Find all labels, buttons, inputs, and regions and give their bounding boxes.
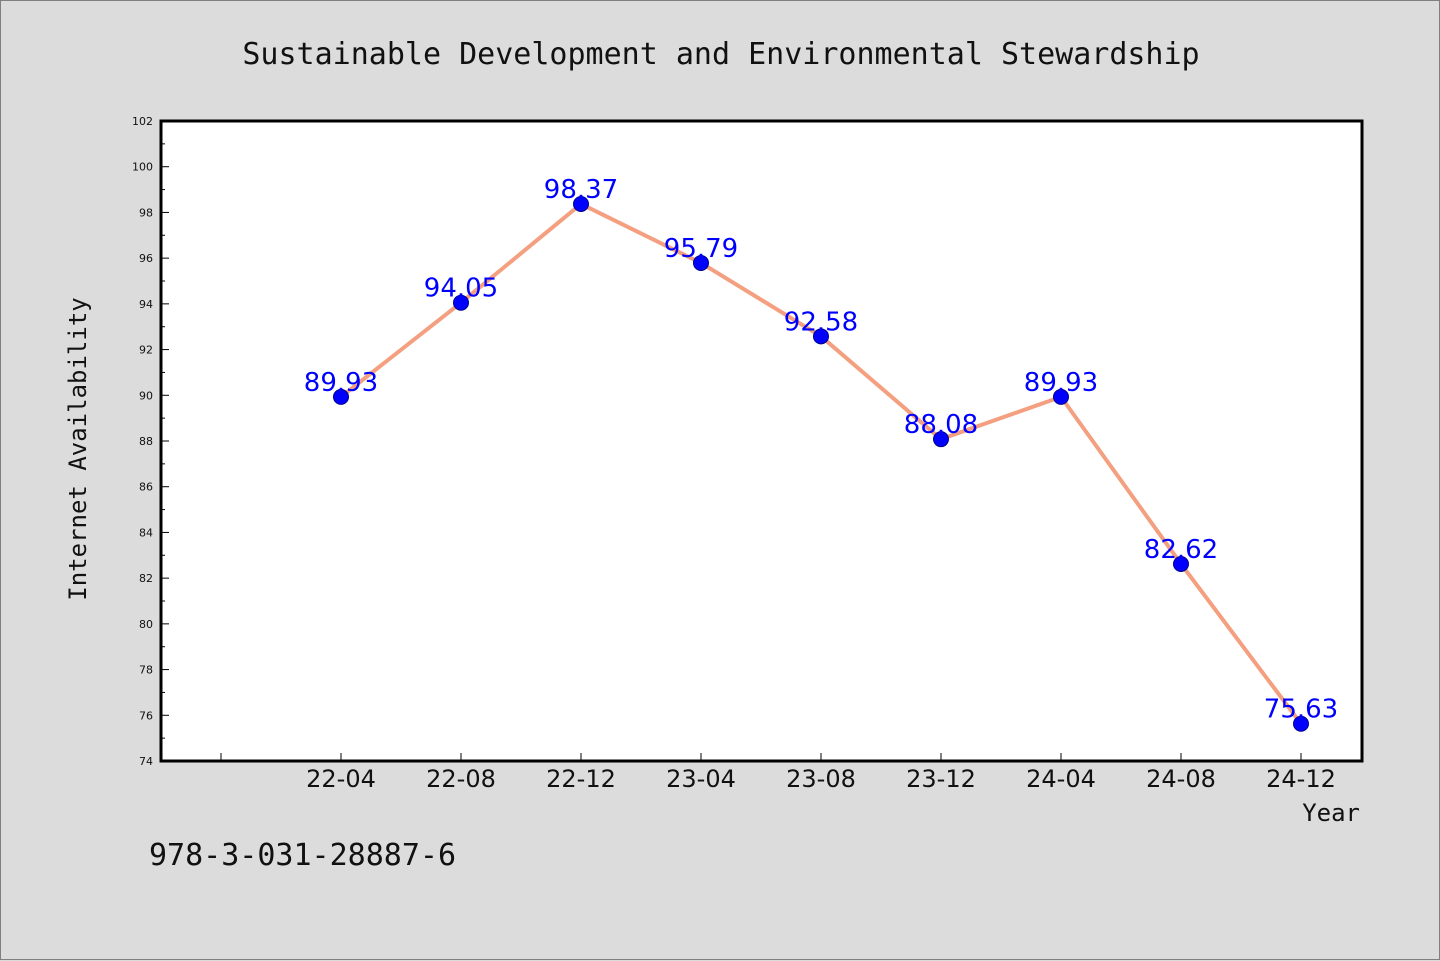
x-tick-label: 22-08: [426, 765, 496, 793]
x-tick-label: 23-12: [906, 765, 976, 793]
x-tick-label: 24-04: [1026, 765, 1096, 793]
y-tick-label: 86: [139, 481, 153, 494]
x-tick-label: 24-12: [1266, 765, 1336, 793]
data-label: 92.58: [784, 307, 858, 337]
y-tick-label: 94: [139, 298, 153, 311]
data-point: [333, 388, 349, 405]
data-label: 94.05: [424, 274, 498, 304]
y-tick-label: 80: [139, 618, 153, 631]
data-point: [1053, 388, 1069, 405]
y-tick-label: 98: [139, 206, 153, 219]
data-point: [813, 328, 829, 345]
y-tick-label: 92: [139, 344, 153, 357]
y-tick-label: 102: [132, 115, 153, 128]
plot-area: [161, 121, 1362, 761]
data-point: [1173, 555, 1189, 572]
y-tick-label: 74: [139, 755, 153, 768]
data-label: 95.79: [664, 234, 738, 264]
y-tick-label: 76: [139, 709, 153, 722]
y-tick-label: 84: [139, 526, 153, 539]
plot-border: [159, 119, 1364, 763]
chart-title: Sustainable Development and Environmenta…: [242, 37, 1199, 72]
x-axis: 22-04 22-08 22-12 23-04 23-08 23-12 24-04 24-08…: [220, 753, 1336, 793]
y-axis: 74 76 78 80 82 84 86 88 90 92 94 96 98 100 102: [132, 115, 169, 768]
data-labels: 89.93 94.05 98.37 95.79 92.58 88.08 89.93 82.62…: [304, 175, 1338, 725]
y-tick-label: 100: [132, 161, 153, 174]
data-label: 82.62: [1144, 535, 1218, 565]
data-point: [1293, 715, 1309, 732]
y-tick-label: 82: [139, 572, 153, 585]
x-tick-label: 22-12: [546, 765, 616, 793]
data-label: 88.08: [904, 410, 978, 440]
x-tick-label: 22-04: [306, 765, 376, 793]
data-point: [453, 294, 469, 311]
x-tick-label: 23-04: [666, 765, 736, 793]
data-point: [693, 254, 709, 271]
data-label: 89.93: [304, 368, 378, 398]
y-tick-label: 90: [139, 389, 153, 402]
isbn-text: 978-3-031-28887-6: [149, 838, 456, 873]
y-tick-label: 88: [139, 435, 153, 448]
x-tick-label: 24-08: [1146, 765, 1216, 793]
x-axis-title: Year: [1302, 799, 1360, 827]
data-point: [933, 431, 949, 448]
data-series: [333, 195, 1309, 732]
data-label: 98.37: [544, 175, 618, 205]
x-tick-label: 23-08: [786, 765, 856, 793]
y-tick-label: 96: [139, 252, 153, 265]
y-axis-title: Internet Availability: [64, 297, 92, 600]
y-tick-label: 78: [139, 664, 153, 677]
data-point: [573, 195, 589, 212]
data-label: 75.63: [1264, 695, 1338, 725]
data-label: 89.93: [1024, 368, 1098, 398]
